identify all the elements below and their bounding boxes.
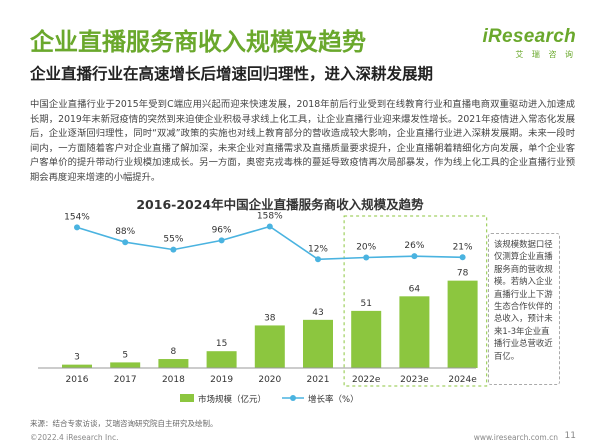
x-tick-label: 2024e bbox=[448, 375, 477, 385]
bar bbox=[254, 325, 285, 368]
growth-label: 55% bbox=[163, 235, 183, 245]
x-tick-label: 2018 bbox=[162, 375, 185, 385]
growth-point bbox=[170, 246, 177, 253]
bar-value-label: 5 bbox=[122, 350, 128, 360]
bar bbox=[399, 296, 430, 368]
growth-label: 21% bbox=[453, 242, 473, 252]
bar bbox=[158, 359, 189, 368]
bar-value-label: 8 bbox=[171, 347, 177, 357]
bar-value-label: 43 bbox=[312, 308, 323, 318]
legend-bar-label: 市场规模（亿元） bbox=[198, 394, 266, 405]
x-tick-label: 2021 bbox=[307, 375, 330, 385]
growth-point bbox=[363, 254, 370, 261]
x-tick-label: 2017 bbox=[114, 375, 137, 385]
bar-value-label: 51 bbox=[360, 299, 371, 309]
growth-label: 154% bbox=[64, 212, 90, 222]
growth-point bbox=[218, 237, 225, 244]
page-number: 11 bbox=[564, 431, 576, 441]
legend-line-marker bbox=[290, 395, 296, 401]
page-subtitle: 企业直播行业在高速增长后增速回归理性，进入深耕发展期 bbox=[30, 65, 434, 83]
bar bbox=[110, 362, 141, 368]
bar bbox=[206, 351, 237, 368]
bar bbox=[351, 310, 382, 368]
growth-point bbox=[122, 239, 129, 246]
growth-label: 20% bbox=[356, 243, 376, 253]
page-title: 企业直播服务商收入规模及趋势 bbox=[30, 28, 366, 56]
growth-point bbox=[315, 256, 321, 263]
growth-point bbox=[266, 223, 273, 230]
forecast-region bbox=[343, 215, 488, 387]
bar-value-label: 3 bbox=[74, 353, 80, 363]
bar-value-label: 38 bbox=[264, 313, 276, 323]
bar-value-label: 78 bbox=[457, 269, 469, 279]
x-tick-label: 2020 bbox=[258, 375, 281, 385]
x-tick-label: 2022e bbox=[352, 375, 381, 385]
bar bbox=[62, 364, 92, 368]
x-tick-label: 2019 bbox=[210, 375, 233, 385]
growth-label: 12% bbox=[308, 244, 328, 254]
logo-wordmark: iResearch bbox=[482, 26, 576, 47]
logo-chinese: 艾 瑞 咨 询 bbox=[515, 50, 576, 59]
body-paragraph: 中国企业直播行业于2015年受到C端应用兴起而迎来快速发展，2018年前后行业受… bbox=[30, 99, 575, 183]
growth-label: 88% bbox=[115, 227, 135, 237]
legend-bar-swatch bbox=[180, 394, 194, 402]
growth-label: 26% bbox=[404, 241, 424, 251]
source-note: 来源：结合专家访谈，艾瑞咨询研究院自主研究及绘制。 bbox=[30, 419, 218, 428]
bar bbox=[447, 280, 478, 368]
growth-label: 158% bbox=[257, 211, 283, 221]
bar-value-label: 64 bbox=[409, 284, 421, 294]
copyright: ©2022.4 iResearch Inc. bbox=[30, 433, 119, 442]
growth-point bbox=[74, 224, 80, 231]
growth-point bbox=[411, 253, 418, 260]
bar-value-label: 15 bbox=[216, 339, 227, 349]
bar bbox=[303, 319, 333, 368]
growth-label: 96% bbox=[212, 225, 232, 235]
chart-title: 2016-2024年中国企业直播服务商收入规模及趋势 bbox=[136, 197, 424, 212]
iresearch-logo: iResearch 艾 瑞 咨 询 bbox=[482, 26, 576, 60]
x-tick-label: 2023e bbox=[400, 375, 429, 385]
footer-url: www.iresearch.com.cn bbox=[473, 433, 558, 442]
note-box: 该规模数据口径仅测算企业直播服务商的营收规模。若纳入企业直播行业上下游生态合作伙… bbox=[488, 233, 560, 385]
growth-point bbox=[459, 254, 466, 261]
legend-line-label: 增长率（%） bbox=[308, 394, 359, 405]
x-tick-label: 2016 bbox=[66, 375, 89, 385]
